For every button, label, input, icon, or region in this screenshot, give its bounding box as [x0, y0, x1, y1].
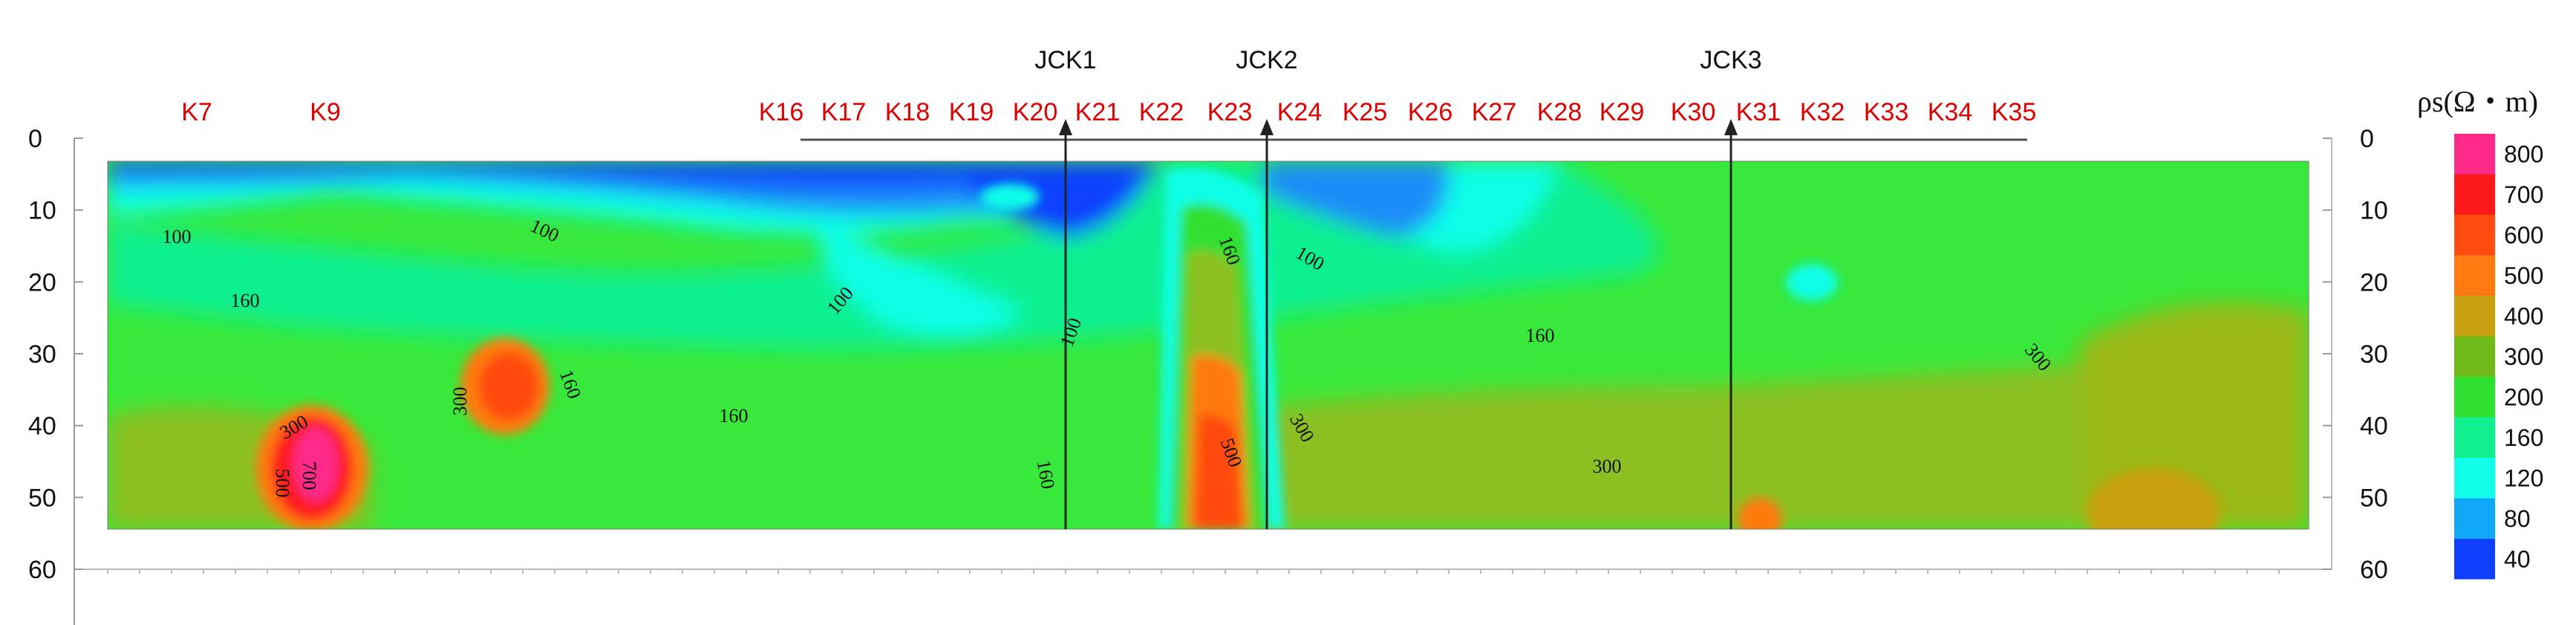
colorbar-swatch	[2454, 215, 2495, 256]
station-label: K21	[1075, 98, 1121, 126]
station-label: K31	[1736, 98, 1781, 126]
station-label: K20	[1013, 98, 1058, 126]
station-label: K28	[1537, 98, 1582, 126]
colorbar-label: 40	[2504, 545, 2531, 572]
colorbar-title: ρs(Ω・m)	[2417, 85, 2538, 118]
bottom-ticks	[107, 569, 2280, 574]
station-label: K25	[1343, 98, 1388, 126]
borehole-label: JCK1	[1034, 46, 1096, 74]
anomalies	[256, 168, 2220, 529]
depth-tick-right: 60	[2360, 556, 2388, 584]
depth-tick-right: 0	[2360, 125, 2374, 153]
contour-label: 500	[272, 469, 293, 498]
station-label: K23	[1207, 98, 1253, 126]
station-label: K24	[1277, 98, 1323, 126]
station-label: K26	[1408, 98, 1453, 126]
contour-label: 160	[1033, 459, 1059, 490]
boreholes: JCK1 JCK2 JCK3	[1034, 46, 1762, 529]
station-label: K16	[759, 98, 804, 126]
station-label: K18	[885, 98, 930, 126]
contour-label: 300	[1593, 456, 1622, 477]
colorbar-label: 160	[2504, 424, 2543, 451]
contour-label: 300	[449, 387, 471, 416]
colorbar-swatch	[2454, 336, 2495, 377]
depth-tick-left: 40	[28, 412, 56, 441]
colorbar-label: 800	[2504, 140, 2543, 167]
colorbar-swatch	[2454, 174, 2495, 215]
borehole-arrow	[1059, 119, 1072, 135]
contour-label: 160	[720, 405, 749, 427]
depth-tick-right: 10	[2360, 197, 2388, 225]
depth-tick-left: 0	[28, 125, 42, 153]
depth-tick-right: 40	[2360, 412, 2388, 441]
colorbar-swatch	[2454, 255, 2495, 296]
station-label: K22	[1139, 98, 1184, 126]
colorbar-label: 600	[2504, 221, 2543, 248]
colorbar-label: 700	[2504, 181, 2543, 208]
station-label: K32	[1800, 98, 1845, 126]
borehole: JCK2	[1236, 46, 1298, 529]
station-label: K34	[1928, 98, 1973, 126]
borehole-label: JCK3	[1700, 46, 1761, 74]
colorbar-legend: ρs(Ω・m) 800 700 600 500 400 300 200 160 120 80 40	[2417, 85, 2543, 580]
plot-frame	[107, 161, 2309, 530]
station-label: K9	[310, 98, 341, 126]
depth-tick-left: 20	[28, 268, 56, 297]
depth-axis-right: 0 10 20 30 40 50 60	[2323, 125, 2388, 584]
contour-label: 700	[299, 462, 320, 490]
borehole: JCK1	[1034, 46, 1097, 529]
colorbar-label: 300	[2504, 343, 2543, 370]
colorbar-swatch	[2454, 539, 2495, 580]
borehole: JCK3	[1700, 46, 1762, 529]
station-label: K17	[821, 98, 867, 126]
contour-label: 160	[1526, 325, 1555, 346]
station-label: K33	[1864, 98, 1909, 126]
depth-tick-left: 10	[28, 197, 56, 225]
borehole-arrow	[1260, 119, 1274, 135]
colorbar-swatch	[2454, 377, 2495, 418]
station-labels: K7 K9 K16 K17 K18 K19 K20 K21 K22 K23 K24 K25 K26 K27…	[181, 98, 2036, 126]
colorbar-swatch	[2454, 296, 2495, 337]
colorbar-label: 200	[2504, 383, 2543, 410]
colorbar-swatch	[2454, 134, 2495, 175]
station-label: K30	[1671, 98, 1716, 126]
station-label: K19	[949, 98, 994, 126]
colorbar-label: 500	[2504, 262, 2543, 289]
station-label: K7	[181, 98, 212, 126]
colorbar-swatch	[2454, 458, 2495, 499]
contour-label: 160	[231, 290, 260, 311]
station-label: K35	[1992, 98, 2037, 126]
contour-label: 100	[163, 226, 192, 247]
depth-tick-left: 50	[28, 484, 56, 512]
station-label: K27	[1472, 98, 1517, 126]
colorbar-swatch	[2454, 417, 2495, 458]
colorbar-label: 80	[2504, 505, 2531, 532]
borehole-arrow	[1724, 119, 1738, 135]
depth-tick-left: 60	[28, 556, 56, 584]
colorbar-swatch	[2454, 498, 2495, 539]
depth-tick-right: 30	[2360, 340, 2388, 369]
field-bands	[108, 161, 2309, 529]
depth-tick-left: 30	[28, 340, 56, 369]
depth-axis-left: 0 10 20 30 40 50 60	[28, 125, 83, 584]
colorbar: 800 700 600 500 400 300 200 160 120 80 40	[2454, 134, 2543, 580]
colorbar-label: 120	[2504, 464, 2543, 491]
station-label: K29	[1600, 98, 1645, 126]
depth-tick-right: 50	[2360, 484, 2388, 512]
borehole-label: JCK2	[1236, 46, 1297, 74]
depth-tick-right: 20	[2360, 268, 2388, 297]
resistivity-field	[108, 161, 2309, 529]
colorbar-label: 400	[2504, 302, 2543, 329]
